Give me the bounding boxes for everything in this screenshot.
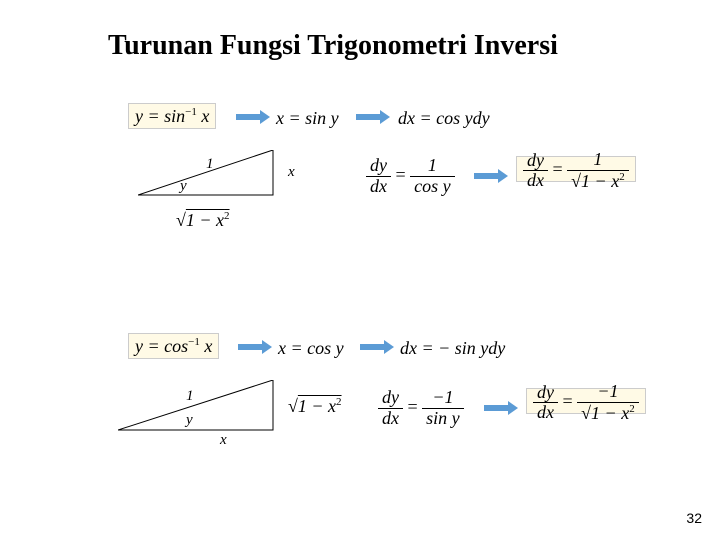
s1-eq5-lden: dx — [523, 171, 548, 191]
s1-eq1: y = sin−1 x — [128, 106, 216, 127]
s1-tri-adj: √1 − x2 — [176, 210, 230, 231]
s1-eq2: x = sin y — [276, 108, 339, 129]
s1-eq5-rden-a: 1 − x — [581, 171, 619, 191]
s2-eq5-lnum: dy — [533, 383, 558, 404]
s2-tri-opp-txt: 1 − x — [298, 396, 336, 416]
s2-eq4-rnum: −1 — [422, 388, 464, 409]
s2-eq1-lhs: y = cos — [135, 336, 188, 356]
s2-tri-hyp: 1 — [186, 388, 194, 405]
s1-tri-opp: x — [288, 164, 295, 181]
s1-tri-adj-sup: 2 — [224, 210, 230, 222]
s2-tri-angle: y — [186, 412, 193, 429]
s1-tri-hyp: 1 — [206, 156, 214, 173]
page-title: Turunan Fungsi Trigonometri Inversi — [108, 30, 558, 62]
s2-eq4: dy dx = −1 sin y — [378, 388, 464, 429]
s2-eq5-lden: dx — [533, 403, 558, 423]
s1-eq5-rden-sup: 2 — [619, 171, 625, 183]
s2-tri-adj: x — [220, 432, 227, 449]
s1-eq5-lnum: dy — [523, 151, 548, 172]
s1-eq5: dy dx = 1 √1 − x2 — [516, 150, 636, 192]
s2-eq1-sup: −1 — [188, 336, 200, 348]
s2-eq4-lden: dx — [378, 409, 403, 429]
s2-eq2: x = cos y — [278, 338, 344, 359]
s1-eq1-sup: −1 — [185, 106, 197, 118]
s1-eq5-rnum: 1 — [567, 150, 629, 171]
triangle-2 — [118, 380, 278, 435]
s2-eq4-rden: sin y — [422, 409, 464, 429]
s2-eq5-rden-a: 1 − x — [591, 403, 629, 423]
s2-eq5-rnum: −1 — [577, 382, 639, 403]
s2-eq1-rhs: x — [200, 336, 213, 356]
s2-eq3: dx = − sin ydy — [400, 338, 505, 359]
s2-tri-opp-sup: 2 — [336, 396, 342, 408]
s1-tri-angle: y — [180, 178, 187, 195]
s1-tri-adj-txt: 1 − x — [186, 210, 224, 230]
s1-eq4-num: dy — [366, 156, 391, 177]
s1-eq4: dy dx = 1 cos y — [366, 156, 455, 197]
s1-eq3: dx = cos ydy — [398, 108, 490, 129]
s2-eq4-lnum: dy — [378, 388, 403, 409]
s1-eq4-rnum: 1 — [410, 156, 454, 177]
page-number: 32 — [686, 510, 702, 526]
s2-eq5-rden-sup: 2 — [629, 403, 635, 415]
s1-eq4-rden: cos y — [410, 177, 454, 197]
s1-eq1-rhs: x — [197, 106, 210, 126]
s1-eq1-lhs: y = sin — [135, 106, 185, 126]
s2-eq1: y = cos−1 x — [128, 336, 219, 357]
s2-eq5: dy dx = −1 √1 − x2 — [526, 382, 646, 424]
s2-tri-opp: √1 − x2 — [288, 396, 342, 417]
s1-eq4-den: dx — [366, 177, 391, 197]
